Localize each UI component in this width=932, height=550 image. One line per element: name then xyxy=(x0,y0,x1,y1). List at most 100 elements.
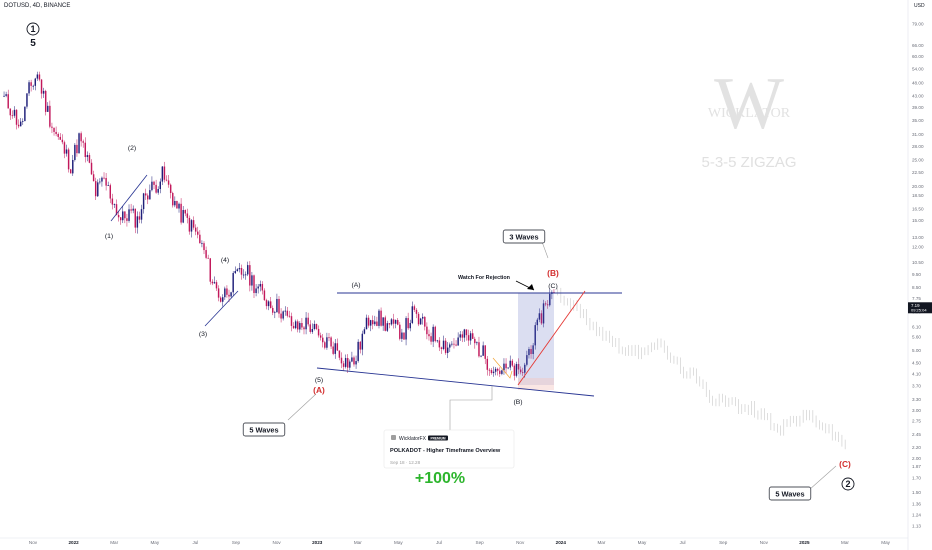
idea-meta: Sep 18 · 12.28 xyxy=(390,460,421,465)
candle-body xyxy=(434,326,436,342)
time-tick-label: 2024 xyxy=(556,540,567,545)
price-tick-label: 22.50 xyxy=(912,170,924,175)
candle-body xyxy=(488,369,491,371)
time-tick-label: Mar xyxy=(354,540,362,545)
time-tick-label: Jul xyxy=(680,540,686,545)
candle-body xyxy=(513,365,516,376)
candle-body xyxy=(138,216,141,220)
candle-body xyxy=(465,329,468,336)
price-tick-label: 4.50 xyxy=(912,360,921,365)
candle-body xyxy=(47,105,49,112)
candle-body xyxy=(503,363,505,371)
candle-body xyxy=(234,271,236,274)
candle-body xyxy=(538,313,541,320)
price-tick-label: 16.50 xyxy=(912,207,924,212)
watermark-brand: WICKLATOR xyxy=(708,106,791,121)
wave-label: (3) xyxy=(199,331,207,338)
candle-body xyxy=(363,329,366,334)
candle-body xyxy=(184,210,186,214)
candle-body xyxy=(136,216,139,228)
author-avatar-icon xyxy=(391,435,396,440)
price-tick-label: 3.70 xyxy=(912,383,921,388)
wave-label: (4) xyxy=(221,257,229,264)
candle-body xyxy=(76,144,78,154)
price-tick-label: 3.00 xyxy=(912,408,921,413)
price-tick-label: 5.00 xyxy=(912,348,921,353)
candle-body xyxy=(507,367,509,369)
candle-body xyxy=(419,318,422,325)
candle-body xyxy=(30,82,32,86)
candle-body xyxy=(482,345,484,356)
candle-body xyxy=(372,320,374,325)
candle-body xyxy=(144,193,147,196)
candle-body xyxy=(455,344,457,346)
time-tick-label: Sep xyxy=(719,540,728,545)
time-tick-label: 2023 xyxy=(312,540,323,545)
candle-body xyxy=(382,317,384,326)
candle-body xyxy=(207,257,209,259)
wave-count-box xyxy=(242,422,286,437)
time-tick-label: Nov xyxy=(760,540,769,545)
wave-label: Watch For Rejection xyxy=(458,275,510,281)
time-tick-label: May xyxy=(881,540,890,545)
candle-body xyxy=(526,355,528,365)
candle-body xyxy=(542,303,545,324)
candle-body xyxy=(122,211,124,221)
candle-body xyxy=(519,369,522,373)
candle-body xyxy=(167,180,170,185)
candle-body xyxy=(453,343,455,345)
candle-body xyxy=(451,343,453,345)
time-tick-label: Jul xyxy=(436,540,442,545)
candle-body xyxy=(349,361,351,368)
wave-label: (C) xyxy=(548,283,557,290)
candle-body xyxy=(211,281,214,284)
candle-body xyxy=(67,149,70,170)
candle-body xyxy=(190,220,193,232)
candle-body xyxy=(521,372,524,374)
current-price-value: 7.19 xyxy=(911,303,920,308)
candle-body xyxy=(151,181,153,191)
price-tick-label: 79.00 xyxy=(912,22,924,27)
candle-body xyxy=(294,321,297,329)
candle-body xyxy=(128,209,130,221)
arrow-icon xyxy=(527,284,534,290)
candle-body xyxy=(319,335,322,338)
idea-title: POLKADOT - Higher Timeframe Overview xyxy=(390,448,501,454)
candle-body xyxy=(484,345,486,359)
wave-count-label: 5 Waves xyxy=(775,490,804,499)
candle-body xyxy=(409,322,411,329)
candle-body xyxy=(499,370,501,374)
candle-body xyxy=(263,290,266,301)
candle-body xyxy=(90,162,93,175)
candle-body xyxy=(436,340,439,342)
candle-body xyxy=(280,313,282,319)
candle-body xyxy=(299,323,301,330)
candle-body xyxy=(217,288,220,298)
candle-body xyxy=(26,93,28,107)
candle-body xyxy=(176,201,178,209)
candle-body xyxy=(40,79,43,94)
candle-body xyxy=(149,190,151,200)
linked-idea-card[interactable]: WicklatorFX PREMIUM POLKADOT - Higher Time… xyxy=(383,429,515,469)
candle-body xyxy=(403,332,405,340)
price-tick-label: 43.00 xyxy=(912,93,924,98)
price-tick-label: 4.10 xyxy=(912,371,921,376)
candle-body xyxy=(342,363,345,367)
price-tick-label: 10.50 xyxy=(912,260,924,265)
candle-body xyxy=(496,368,499,371)
candle-body xyxy=(478,342,480,357)
candle-body xyxy=(317,328,320,336)
chart-symbol-label[interactable]: DOTUSD, 4D, BINANCE xyxy=(4,3,71,9)
candle-body xyxy=(428,334,430,337)
wave-labels: 15(1)(2)(3)(4)(5)(A)(A)(B)(C)(B)3 WavesW… xyxy=(26,22,855,501)
price-tick-label: 1.70 xyxy=(912,475,921,480)
candle-body xyxy=(365,317,368,330)
candle-body xyxy=(103,177,105,179)
highlight-zone xyxy=(518,293,554,385)
wave-label: (B) xyxy=(513,399,522,406)
candle-body xyxy=(480,355,482,357)
candle-body xyxy=(444,340,447,353)
price-tick-label: 7.75 xyxy=(912,296,921,301)
